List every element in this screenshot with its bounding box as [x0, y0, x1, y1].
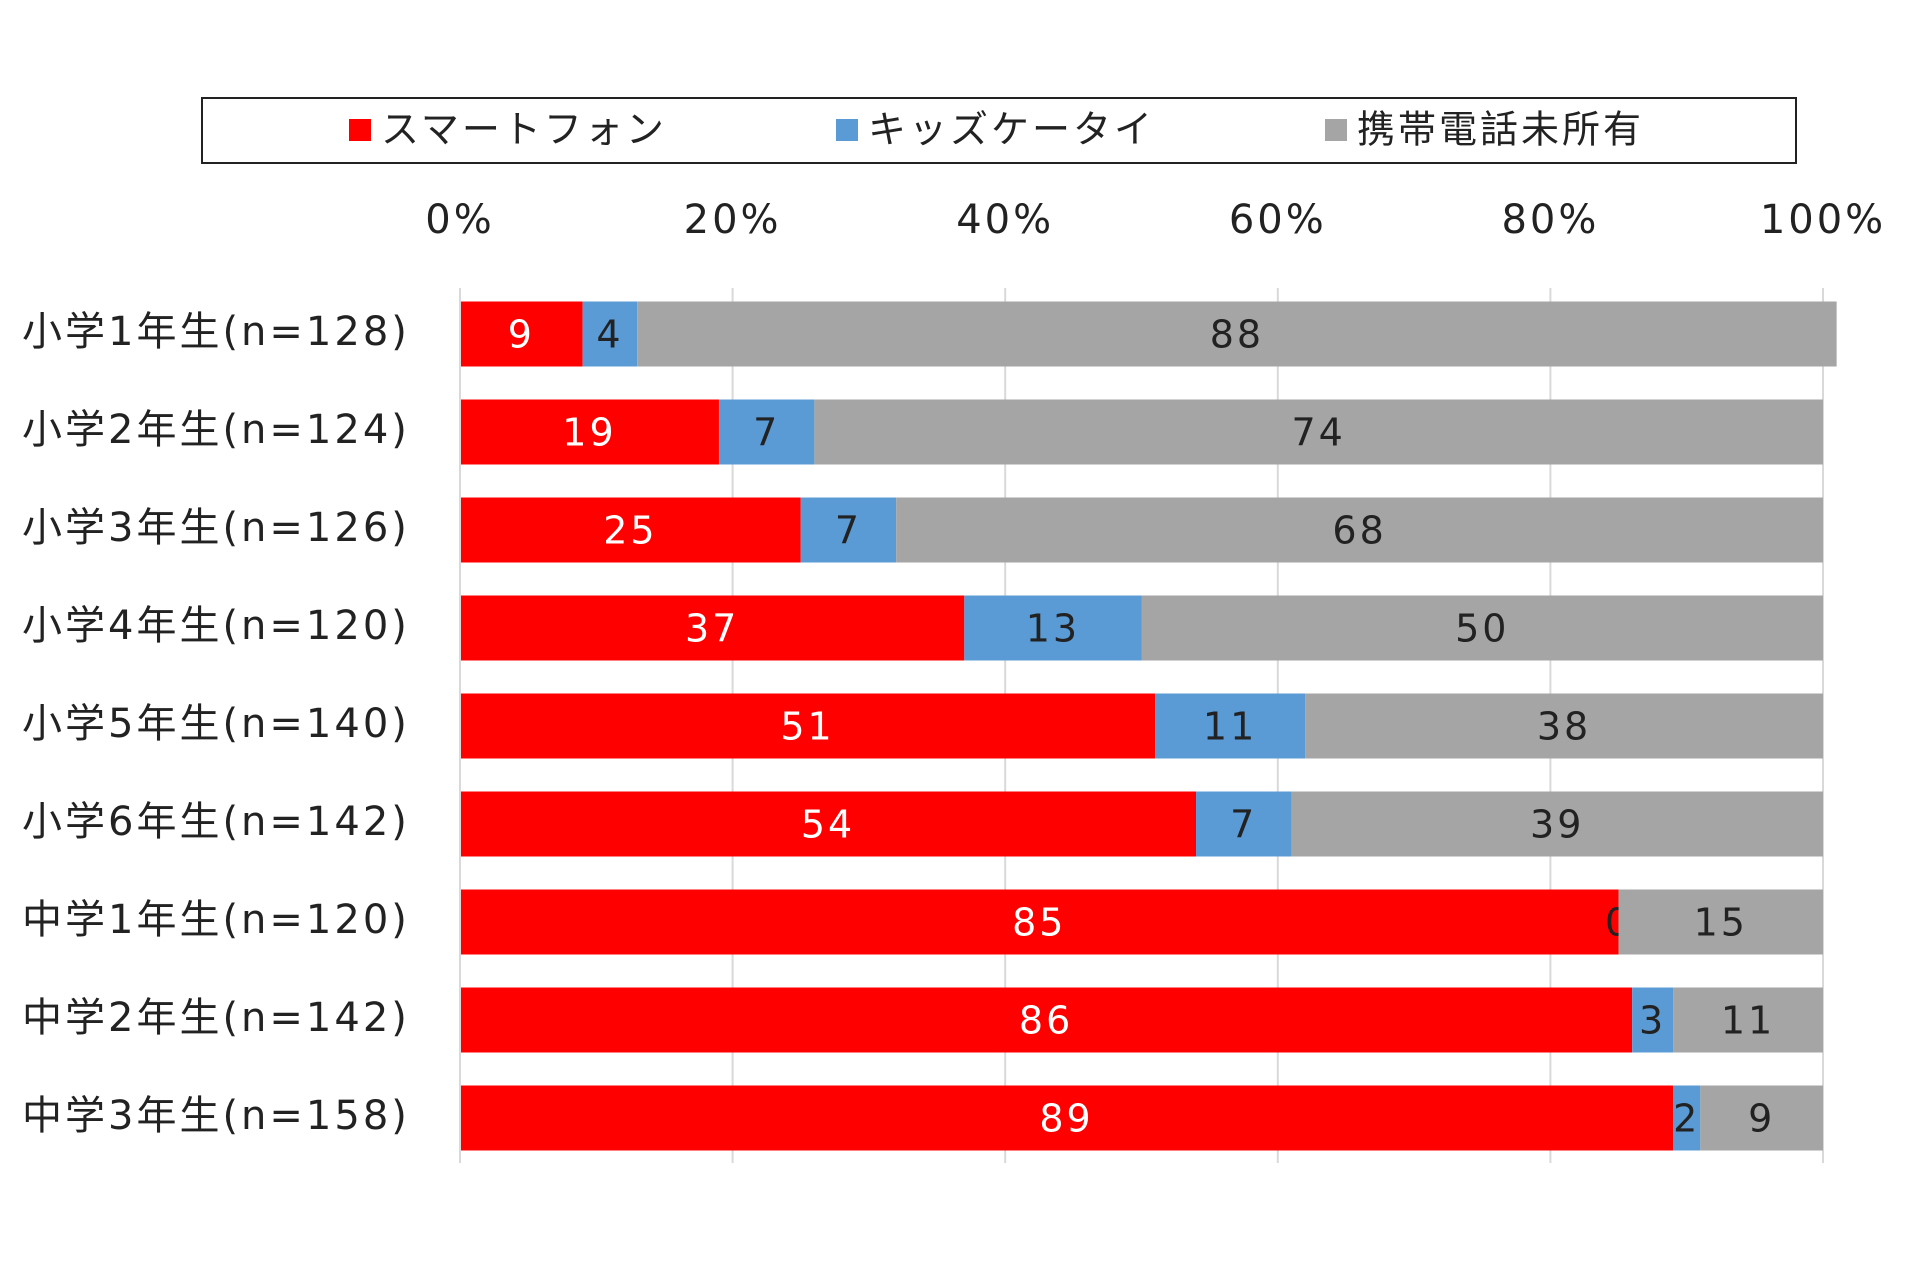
bar-segment	[460, 693, 1156, 759]
bar-segment	[460, 791, 1197, 857]
data-label: 25	[603, 509, 657, 553]
y-tick-label: 小学1年生(n=128)	[22, 309, 410, 355]
data-label: 2	[1673, 1097, 1700, 1141]
x-tick-label: 0%	[425, 197, 494, 243]
x-tick-label: 40%	[956, 197, 1054, 243]
data-label: 9	[508, 313, 535, 357]
bar-segment	[1673, 1085, 1701, 1151]
data-label: 68	[1332, 509, 1386, 553]
data-label: 15	[1694, 901, 1748, 945]
data-label: 7	[753, 411, 780, 455]
x-tick-label: 20%	[684, 197, 782, 243]
y-tick-label: 小学3年生(n=126)	[22, 505, 410, 551]
data-label: 38	[1537, 705, 1591, 749]
data-label: 89	[1039, 1097, 1093, 1141]
y-tick-label: 中学3年生(n=158)	[22, 1093, 410, 1139]
data-label: 37	[685, 607, 739, 651]
bar-segment	[964, 595, 1142, 661]
y-tick-label: 小学6年生(n=142)	[22, 799, 410, 845]
bar-segment	[1618, 889, 1823, 955]
bar-segment	[896, 497, 1823, 563]
data-label: 4	[596, 313, 623, 357]
bar-segment	[1673, 987, 1823, 1053]
legend-swatch	[1325, 119, 1347, 141]
data-label: 74	[1292, 411, 1346, 455]
x-tick-label: 60%	[1229, 197, 1327, 243]
legend-label: 携帯電話未所有	[1357, 108, 1644, 152]
y-tick-label: 中学1年生(n=120)	[22, 897, 410, 943]
bar-segment	[460, 889, 1619, 955]
data-label: 11	[1721, 999, 1775, 1043]
data-label: 51	[780, 705, 834, 749]
bar-segment	[460, 399, 719, 465]
legend-label: キッズケータイ	[868, 108, 1155, 152]
legend-swatch	[349, 119, 371, 141]
y-tick-label: 小学5年生(n=140)	[22, 701, 410, 747]
x-tick-label: 100%	[1760, 197, 1886, 243]
data-label: 19	[562, 411, 616, 455]
bar-segment	[582, 301, 638, 367]
bar-segment	[1141, 595, 1823, 661]
data-label: 85	[1012, 901, 1066, 945]
data-label: 11	[1203, 705, 1257, 749]
bar-segment	[460, 987, 1633, 1053]
bar-segment	[814, 399, 1823, 465]
y-tick-label: 小学4年生(n=120)	[22, 603, 410, 649]
y-tick-label: 中学2年生(n=142)	[22, 995, 410, 1041]
bar-segment	[460, 1085, 1674, 1151]
bar-segment	[460, 301, 583, 367]
bar-segment	[718, 399, 815, 465]
bar-segment	[1291, 791, 1823, 857]
data-label: 54	[801, 803, 855, 847]
bar-segment	[1155, 693, 1306, 759]
bar-segment	[800, 497, 897, 563]
data-label: 13	[1026, 607, 1080, 651]
data-label: 39	[1530, 803, 1584, 847]
data-label: 50	[1455, 607, 1509, 651]
bar-segment	[460, 497, 801, 563]
legend-swatch	[836, 119, 858, 141]
bar-segment	[1305, 693, 1823, 759]
x-tick-label: 80%	[1501, 197, 1599, 243]
bar-segment	[1700, 1085, 1823, 1151]
y-tick-label: 小学2年生(n=124)	[22, 407, 410, 453]
legend-label: スマートフォン	[381, 108, 667, 152]
data-label: 9	[1748, 1097, 1775, 1141]
data-label: 88	[1210, 313, 1264, 357]
data-label: 3	[1639, 999, 1666, 1043]
bar-segment	[637, 301, 1837, 367]
bar-segment	[460, 595, 965, 661]
bar-segment	[1632, 987, 1674, 1053]
data-label: 86	[1019, 999, 1073, 1043]
bar-segment	[1196, 791, 1292, 857]
data-label: 7	[1230, 803, 1257, 847]
legend-box	[201, 97, 1797, 164]
data-label: 7	[835, 509, 862, 553]
